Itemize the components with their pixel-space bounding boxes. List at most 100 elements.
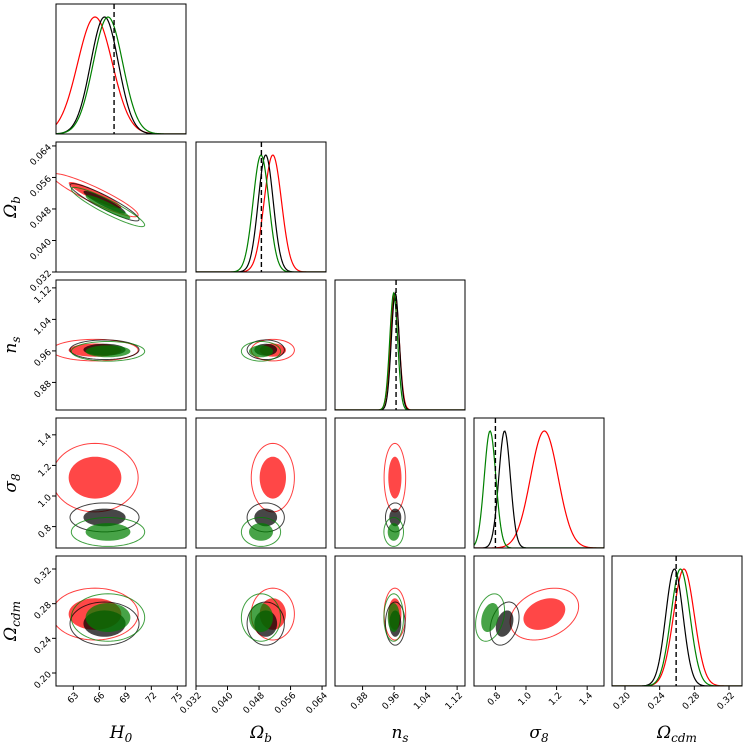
ylabel-Ob: Ωb [1, 196, 23, 219]
ytick-label-s8-0: 0.8 [37, 523, 54, 540]
contour-68-ns-s8-red [388, 456, 402, 499]
marginal-curve-ns-green [335, 291, 465, 410]
contour-68-H0-ns-green [85, 345, 131, 358]
panel-ns-Oc [334, 555, 466, 687]
contour-95-H0-Oc-black [69, 601, 140, 646]
contour-95-H0-Ob-green [70, 186, 146, 228]
panel-H0-H0 [55, 3, 187, 135]
contour-95-Ob-s8-green [240, 516, 282, 547]
xtick-label-H0-3: 72 [144, 691, 159, 706]
contour-68-H0-s8-red [68, 456, 122, 499]
panel-frame-Ob-ns [195, 279, 327, 411]
xtick-label-H0-1: 66 [92, 691, 107, 706]
xtick-label-ns-1: 0.96 [381, 691, 402, 712]
ytick-label-Ob-3: 0.056 [29, 174, 54, 199]
panel-frame-ns-s8 [334, 417, 466, 549]
ytick-label-Oc-2: 0.28 [33, 600, 54, 621]
ytick-label-Ob-1: 0.040 [29, 237, 54, 262]
marginal-curve-H0-black [56, 16, 186, 134]
panel-frame-H0-Oc [55, 555, 187, 687]
xtick-label-Oc-3: 0.32 [716, 691, 737, 712]
panel-frame-ns-ns [334, 279, 466, 411]
ytick-label-Ob-2: 0.048 [29, 206, 54, 231]
contour-95-ns-Oc-black [384, 601, 406, 646]
xtick-label-H0-2: 69 [118, 691, 133, 706]
contour-95-Ob-s8-black [246, 502, 285, 533]
xlabel-ns: ns [391, 723, 408, 745]
xtick-label-ns-0: 0.88 [349, 691, 370, 712]
ytick-label-Oc-1: 0.24 [33, 635, 54, 656]
panel-frame-Ob-Oc [195, 555, 327, 687]
xtick-label-Ob-3: 0.056 [273, 691, 298, 716]
panel-frame-H0-ns [55, 279, 187, 411]
ylabel-s8: σ8 [1, 473, 23, 493]
xtick-label-Ob-0: 0.032 [179, 691, 204, 716]
panel-s8-s8 [473, 417, 605, 549]
contour-95-Ob-s8-red [250, 442, 295, 513]
contour-95-Ob-Oc-black [246, 601, 285, 646]
xlabel-H0: H0 [109, 723, 133, 745]
panel-Ob-ns [195, 279, 327, 411]
contour-95-Ob-ns-green [240, 340, 282, 362]
panel-frame-ns-Oc [334, 555, 466, 687]
contour-68-H0-Oc-green [85, 603, 131, 633]
ytick-label-ns-1: 0.96 [33, 348, 54, 369]
panel-frame-s8-s8 [473, 417, 605, 549]
panel-H0-Ob [55, 141, 187, 273]
contour-95-ns-s8-green [383, 516, 405, 547]
contour-95-Ob-Oc-green [240, 593, 282, 642]
panel-Ob-Oc [195, 555, 327, 687]
ylabel-Oc: Ωcdm [1, 601, 23, 642]
xtick-label-ns-3: 1.12 [444, 691, 465, 712]
xtick-label-Oc-2: 0.28 [681, 691, 702, 712]
panel-frame-Ob-Ob [195, 141, 327, 273]
contour-95-ns-Oc-green [383, 593, 405, 642]
panel-frame-s8-Oc [473, 555, 605, 687]
xtick-label-ns-2: 1.04 [412, 691, 433, 712]
panel-H0-ns [55, 279, 187, 411]
panel-frame-H0-s8 [55, 417, 187, 549]
ytick-label-s8-2: 1.2 [37, 462, 54, 479]
ylabel-ns: ns [1, 336, 23, 353]
xtick-label-Ob-2: 0.048 [242, 691, 267, 716]
marginal-curve-s8-black [474, 430, 604, 548]
contour-68-ns-Oc-green [387, 603, 400, 633]
contour-95-H0-ns-black [69, 339, 140, 361]
contour-68-s8-Oc-red [523, 598, 566, 630]
contour-68-s8-Oc-green [481, 603, 499, 633]
xtick-label-H0-0: 63 [66, 691, 81, 706]
ytick-label-ns-0: 0.88 [33, 379, 54, 400]
contour-68-H0-s8-green [85, 523, 131, 541]
panel-Oc-Oc [611, 555, 743, 687]
ytick-label-Ob-4: 0.064 [29, 143, 54, 168]
panel-s8-Oc [473, 555, 605, 687]
contour-68-H0-Ob-green [85, 195, 131, 219]
panel-frame-Oc-Oc [611, 555, 743, 687]
contour-68-s8-Oc-black [495, 610, 514, 637]
xtick-label-Ob-1: 0.040 [210, 691, 235, 716]
panel-frame-H0-H0 [55, 3, 187, 135]
contour-95-H0-s8-green [70, 516, 146, 547]
xlabel-s8: σ8 [529, 723, 549, 745]
xtick-label-Ob-4: 0.064 [305, 691, 330, 716]
xlabel-Ob: Ωb [249, 723, 272, 745]
panel-ns-s8 [334, 417, 466, 549]
panel-frame-Ob-s8 [195, 417, 327, 549]
ytick-label-ns-2: 1.04 [33, 316, 54, 337]
ytick-label-Oc-3: 0.32 [33, 566, 54, 587]
marginal-curve-ns-black [335, 291, 465, 410]
marginal-curve-Oc-black [612, 568, 742, 686]
panel-frame-H0-Ob [55, 141, 187, 273]
contour-68-Ob-s8-red [259, 456, 286, 499]
panel-ns-ns [334, 279, 466, 411]
marginal-curve-Oc-green [612, 568, 742, 686]
contour-95-ns-s8-black [384, 502, 406, 533]
contour-95-H0-s8-red [56, 442, 139, 513]
xlabel-Oc: Ωcdm [656, 723, 697, 745]
contour-68-Ob-s8-green [249, 523, 273, 541]
xtick-label-s8-3: 1.4 [578, 691, 595, 708]
contour-68-Ob-Oc-green [249, 603, 273, 633]
panel-Ob-Ob [195, 141, 327, 273]
contour-95-H0-ns-green [70, 340, 146, 362]
